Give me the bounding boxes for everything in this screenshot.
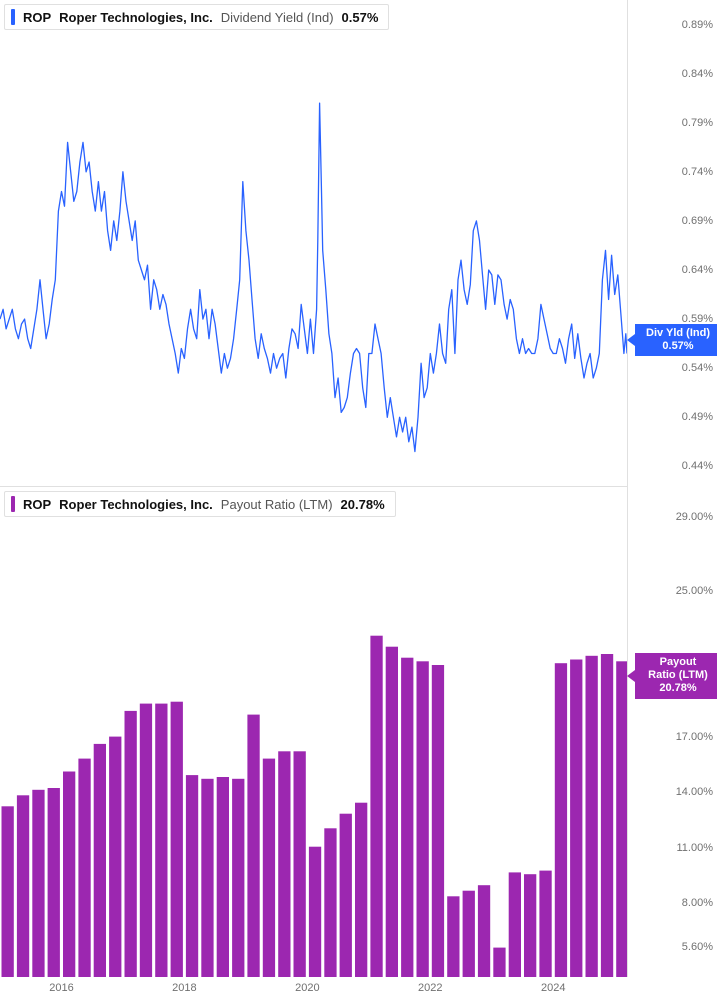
payout-ratio-bar <box>247 715 259 977</box>
y-tick-label: 14.00% <box>676 786 713 798</box>
payout-ratio-y-axis[interactable]: 29.00% 25.00% 17.00% 14.00% 11.00% 8.00% 5.60%… <box>627 486 717 976</box>
legend-metric: Payout Ratio (LTM) <box>221 497 333 512</box>
payout-ratio-bar-svg <box>0 487 627 977</box>
x-tick-label: 2022 <box>418 982 442 994</box>
payout-ratio-bar <box>109 737 121 977</box>
payout-ratio-bar <box>2 806 14 977</box>
legend-color-chip <box>11 496 15 512</box>
y-tick-label: 17.00% <box>676 731 713 743</box>
payout-ratio-bar <box>32 790 44 977</box>
payout-ratio-bar <box>125 711 137 977</box>
payout-ratio-chart-area[interactable]: ROP Roper Technologies, Inc. Payout Rati… <box>0 486 628 977</box>
payout-ratio-bar <box>186 775 198 977</box>
legend-metric: Dividend Yield (Ind) <box>221 10 334 25</box>
y-tick-label: 0.49% <box>682 411 713 423</box>
payout-ratio-bar <box>432 665 444 977</box>
y-tick-label: 29.00% <box>676 511 713 523</box>
legend-value: 0.57% <box>342 10 379 25</box>
y-tick-label: 0.84% <box>682 68 713 80</box>
dividend-yield-panel: ROP Roper Technologies, Inc. Dividend Yi… <box>0 0 717 486</box>
payout-ratio-bar <box>539 871 551 977</box>
payout-ratio-bar <box>78 759 90 977</box>
payout-ratio-bar <box>463 891 475 977</box>
time-x-axis[interactable]: 2016 2018 2020 2022 2024 <box>0 976 627 1005</box>
y-tick-label: 8.00% <box>682 897 713 909</box>
payout-ratio-bar <box>447 896 459 977</box>
payout-ratio-bar <box>616 661 627 977</box>
x-tick-label: 2018 <box>172 982 196 994</box>
dividend-yield-legend[interactable]: ROP Roper Technologies, Inc. Dividend Yi… <box>4 4 389 30</box>
x-tick-label: 2016 <box>49 982 73 994</box>
payout-ratio-bar <box>493 948 505 977</box>
y-tick-label: 0.74% <box>682 166 713 178</box>
y-tick-label: 0.64% <box>682 264 713 276</box>
legend-value: 20.78% <box>341 497 385 512</box>
payout-ratio-bar <box>355 803 367 977</box>
payout-ratio-bar <box>340 814 352 977</box>
dividend-yield-line <box>0 103 627 452</box>
x-tick-label: 2024 <box>541 982 565 994</box>
payout-ratio-bar <box>294 751 306 977</box>
payout-ratio-bar <box>309 847 321 977</box>
x-tick-label: 2020 <box>295 982 319 994</box>
payout-ratio-legend[interactable]: ROP Roper Technologies, Inc. Payout Rati… <box>4 491 396 517</box>
payout-ratio-bar <box>601 654 613 977</box>
y-tick-label: 25.00% <box>676 585 713 597</box>
payout-ratio-current-marker: Payout Ratio (LTM)20.78% <box>635 653 717 699</box>
payout-ratio-bar <box>140 704 152 977</box>
y-tick-label: 0.69% <box>682 215 713 227</box>
payout-ratio-bar <box>324 828 336 977</box>
payout-ratio-bar <box>94 744 106 977</box>
payout-ratio-panel: ROP Roper Technologies, Inc. Payout Rati… <box>0 486 717 976</box>
payout-ratio-bar <box>201 779 213 977</box>
payout-ratio-bar <box>417 661 429 977</box>
legend-ticker: ROP <box>23 10 51 25</box>
legend-company: Roper Technologies, Inc. <box>59 497 213 512</box>
payout-ratio-bar <box>48 788 60 977</box>
y-tick-label: 0.54% <box>682 362 713 374</box>
payout-ratio-bar <box>524 874 536 977</box>
legend-color-chip <box>11 9 15 25</box>
payout-ratio-bar <box>478 885 490 977</box>
payout-ratio-bar <box>17 795 29 977</box>
legend-ticker: ROP <box>23 497 51 512</box>
y-tick-label: 0.89% <box>682 19 713 31</box>
payout-ratio-bar <box>217 777 229 977</box>
y-tick-label: 0.44% <box>682 460 713 472</box>
payout-ratio-bar <box>263 759 275 977</box>
payout-ratio-bar <box>370 636 382 977</box>
payout-ratio-bar <box>555 663 567 977</box>
y-tick-label: 0.79% <box>682 117 713 129</box>
dividend-yield-current-marker: Div Yld (Ind)0.57% <box>635 324 717 356</box>
dashboard: { "layout": { "total_width": 717, "total… <box>0 0 717 1005</box>
dividend-yield-chart-area[interactable]: ROP Roper Technologies, Inc. Dividend Yi… <box>0 0 628 486</box>
payout-ratio-bar <box>155 704 167 977</box>
dividend-yield-y-axis[interactable]: 0.89%0.84%0.79%0.74%0.69%0.64%0.59%0.54%… <box>627 0 717 486</box>
payout-ratio-bar <box>401 658 413 977</box>
legend-company: Roper Technologies, Inc. <box>59 10 213 25</box>
payout-ratio-bar <box>232 779 244 977</box>
dividend-yield-line-svg <box>0 0 627 486</box>
payout-ratio-bar <box>586 656 598 977</box>
y-tick-label: 11.00% <box>677 842 714 854</box>
y-tick-label: 5.60% <box>682 941 713 953</box>
payout-ratio-bar <box>570 660 582 978</box>
payout-ratio-bar <box>171 702 183 977</box>
payout-ratio-bar <box>386 647 398 977</box>
payout-ratio-bar <box>278 751 290 977</box>
payout-ratio-bar <box>509 872 521 977</box>
payout-ratio-bar <box>63 772 75 978</box>
